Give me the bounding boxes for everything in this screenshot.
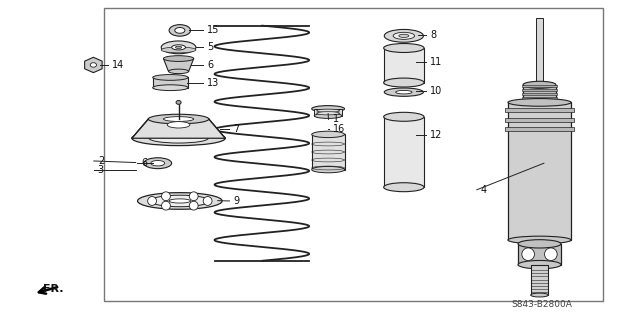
Ellipse shape xyxy=(153,85,188,91)
Circle shape xyxy=(203,196,212,205)
Text: 15: 15 xyxy=(207,25,220,35)
Ellipse shape xyxy=(175,28,185,33)
Bar xyxy=(384,117,424,187)
Bar xyxy=(505,108,574,112)
Bar xyxy=(312,134,345,170)
Ellipse shape xyxy=(148,114,209,124)
Ellipse shape xyxy=(312,166,345,173)
Text: 11: 11 xyxy=(430,57,442,67)
Ellipse shape xyxy=(312,131,345,138)
Text: 12: 12 xyxy=(430,130,443,140)
Ellipse shape xyxy=(169,199,191,203)
Ellipse shape xyxy=(149,133,208,143)
Bar xyxy=(104,8,603,301)
Bar xyxy=(522,97,557,99)
Bar xyxy=(505,118,574,122)
Bar xyxy=(536,18,543,280)
Polygon shape xyxy=(163,59,194,71)
Ellipse shape xyxy=(175,46,182,48)
Text: 6: 6 xyxy=(207,60,213,70)
Ellipse shape xyxy=(531,293,548,297)
Ellipse shape xyxy=(176,100,181,104)
Ellipse shape xyxy=(163,56,194,61)
Circle shape xyxy=(162,201,170,210)
Ellipse shape xyxy=(384,112,424,121)
Ellipse shape xyxy=(138,193,222,209)
Text: 9: 9 xyxy=(233,196,240,206)
Ellipse shape xyxy=(317,109,339,112)
Circle shape xyxy=(545,248,557,260)
Ellipse shape xyxy=(508,99,571,106)
Ellipse shape xyxy=(132,131,225,146)
Text: 13: 13 xyxy=(207,77,219,88)
Text: 3: 3 xyxy=(98,164,104,175)
Ellipse shape xyxy=(384,78,424,87)
Text: 2: 2 xyxy=(98,156,104,166)
Ellipse shape xyxy=(167,122,190,128)
Ellipse shape xyxy=(384,183,424,192)
Bar xyxy=(314,109,342,116)
Text: 5: 5 xyxy=(207,42,213,52)
Ellipse shape xyxy=(168,69,189,74)
Text: FR.: FR. xyxy=(43,284,63,294)
Ellipse shape xyxy=(384,44,424,52)
Text: 1: 1 xyxy=(333,114,339,124)
Bar xyxy=(522,85,557,87)
Polygon shape xyxy=(132,119,225,138)
Ellipse shape xyxy=(317,112,339,115)
Ellipse shape xyxy=(150,195,209,207)
Ellipse shape xyxy=(162,47,196,53)
Ellipse shape xyxy=(90,63,97,67)
Text: 8: 8 xyxy=(430,30,437,40)
Ellipse shape xyxy=(384,88,423,96)
Circle shape xyxy=(189,201,198,210)
Ellipse shape xyxy=(151,160,165,166)
Circle shape xyxy=(148,196,156,205)
Ellipse shape xyxy=(172,45,186,50)
Text: 10: 10 xyxy=(430,85,442,96)
Ellipse shape xyxy=(312,106,345,112)
Text: S843-B2800A: S843-B2800A xyxy=(511,300,572,309)
Circle shape xyxy=(522,248,534,260)
Bar xyxy=(508,102,571,240)
Text: 6: 6 xyxy=(141,157,148,168)
Text: 4: 4 xyxy=(481,185,487,195)
Bar xyxy=(531,265,548,295)
Ellipse shape xyxy=(508,236,571,244)
Ellipse shape xyxy=(314,113,342,118)
Ellipse shape xyxy=(518,260,561,269)
Bar xyxy=(505,127,574,131)
Ellipse shape xyxy=(153,75,188,80)
Bar xyxy=(522,93,557,95)
Ellipse shape xyxy=(399,34,409,37)
Text: 16: 16 xyxy=(333,124,345,134)
Circle shape xyxy=(162,192,170,201)
Ellipse shape xyxy=(163,116,194,121)
Bar xyxy=(518,244,561,265)
Bar xyxy=(384,48,424,83)
Ellipse shape xyxy=(169,25,191,36)
Ellipse shape xyxy=(144,158,172,169)
Ellipse shape xyxy=(384,29,423,42)
Text: 14: 14 xyxy=(112,60,124,70)
Ellipse shape xyxy=(393,32,415,39)
Polygon shape xyxy=(85,57,102,73)
Ellipse shape xyxy=(518,240,561,248)
Bar xyxy=(523,85,556,102)
Text: 7: 7 xyxy=(233,124,240,134)
Circle shape xyxy=(189,192,198,201)
Bar xyxy=(522,89,557,91)
Ellipse shape xyxy=(523,99,556,106)
Ellipse shape xyxy=(162,41,196,54)
Ellipse shape xyxy=(396,91,412,94)
Bar xyxy=(153,77,188,88)
Ellipse shape xyxy=(523,81,556,88)
